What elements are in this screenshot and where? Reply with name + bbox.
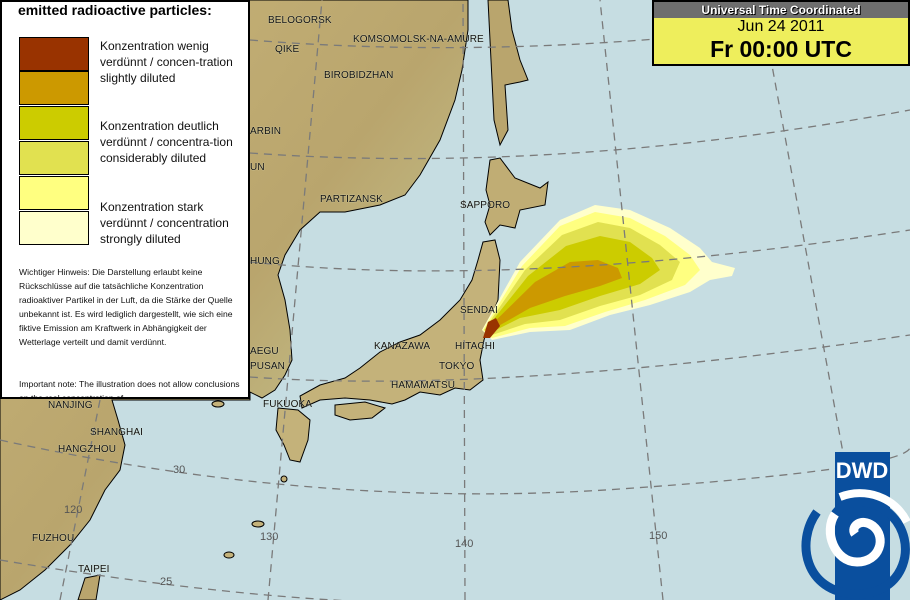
- ryukyu-islands: [211, 400, 288, 559]
- latitude-label: 25: [160, 576, 173, 588]
- city-label: SHANGHAI: [90, 427, 144, 438]
- legend-note-german: Wichtiger Hinweis: Die Darstellung erlau…: [19, 267, 233, 347]
- city-label: QIKE: [275, 44, 300, 55]
- city-label: HUNG: [250, 256, 280, 267]
- dispersion-plume: [482, 205, 735, 340]
- city-label: PUSAN: [250, 361, 285, 372]
- city-label: TOKYO: [439, 361, 475, 372]
- city-label: HANGZHOU: [58, 444, 117, 455]
- legend-swatch-3: [19, 106, 89, 140]
- legend-swatch-1: [19, 37, 89, 71]
- city-label: TAIPEI: [78, 564, 110, 575]
- legend-label-considerably-diluted: Konzentration deutlich verdünnt / concen…: [100, 119, 233, 165]
- utc-time: Fr 00:00 UTC: [710, 36, 852, 62]
- city-label: SENDAI: [460, 305, 498, 316]
- city-label: BELOGORSK: [268, 15, 332, 26]
- city-label: KOMSOMOLSK-NA-AMURE: [353, 34, 484, 45]
- city-label: HAMAMATSU: [391, 380, 456, 391]
- legend-swatch-2: [19, 71, 89, 105]
- legend-panel: emitted radioactive particles: Konzentra…: [0, 0, 250, 399]
- hokkaido: [484, 157, 549, 236]
- taiwan: [77, 574, 101, 600]
- city-label: SAPPORO: [460, 200, 511, 211]
- city-label: NANJING: [48, 400, 93, 411]
- city-label: FUZHOU: [32, 533, 75, 544]
- city-label: FUKUOKA: [263, 399, 313, 410]
- city-label: BIROBIDZHAN: [324, 70, 394, 81]
- longitude-label: 130: [260, 531, 279, 543]
- dwd-logo: DWD: [801, 452, 910, 600]
- legend-title: emitted radioactive particles:: [18, 2, 212, 18]
- legend-label-slightly-diluted: Konzentration wenig verdünnt / concen-tr…: [100, 39, 233, 85]
- legend-swatch-6: [19, 211, 89, 245]
- svg-text:DWD: DWD: [836, 458, 889, 483]
- longitude-label: 140: [455, 538, 474, 550]
- longitude-label: 120: [64, 504, 83, 516]
- city-label: UN: [250, 162, 265, 173]
- city-label: ARBIN: [250, 126, 282, 137]
- city-label: HITACHI: [455, 341, 495, 352]
- longitude-label: 150: [649, 530, 668, 542]
- city-label: AEGU: [250, 346, 279, 357]
- kyushu: [275, 407, 311, 463]
- city-label: PARTIZANSK: [320, 194, 383, 205]
- utc-time-box: Universal Time Coordinated Jun 24 2011 F…: [652, 0, 910, 66]
- legend-swatch-5: [19, 176, 89, 210]
- sakhalin: [487, 0, 529, 147]
- shikoku: [334, 401, 387, 421]
- latitude-label: 30: [173, 464, 186, 476]
- legend-swatch-4: [19, 141, 89, 175]
- utc-header: Universal Time Coordinated: [654, 2, 908, 18]
- city-label: KANAZAWA: [374, 341, 431, 352]
- utc-date: Jun 24 2011: [737, 18, 825, 35]
- legend-note-english: Important note: The illustration does no…: [19, 379, 240, 399]
- legend-label-strongly-diluted: Konzentration stark verdünnt / concentra…: [100, 200, 229, 246]
